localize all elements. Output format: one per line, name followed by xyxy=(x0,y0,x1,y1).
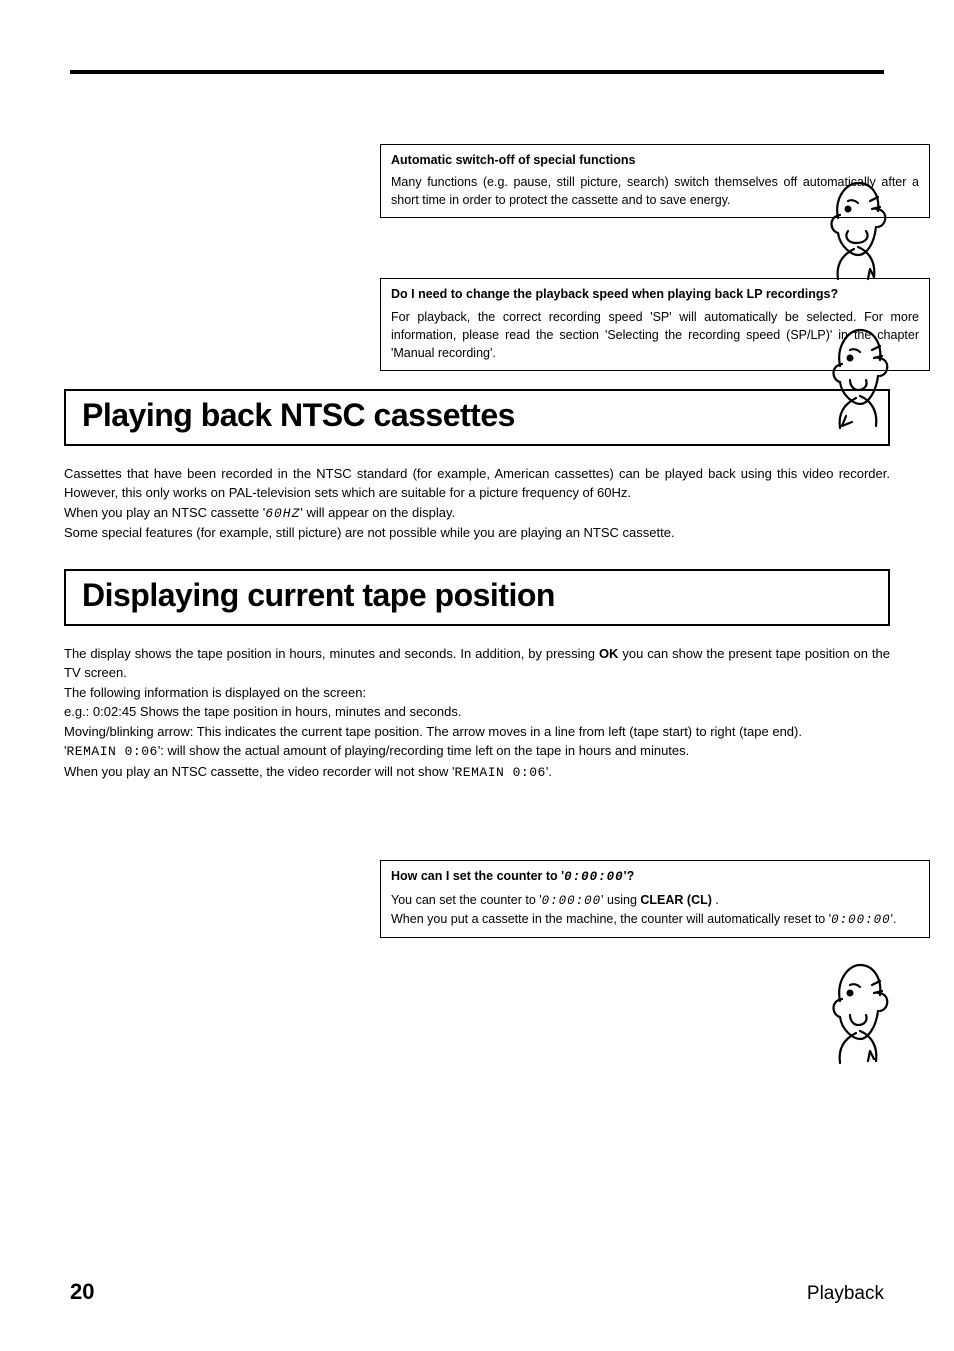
section-2-text: The display shows the tape position in h… xyxy=(64,644,890,683)
s2-lc: e.g.: 0:02:45 Shows the tape position in… xyxy=(64,702,890,722)
qa2-line2: When you put a cassette in the machine, … xyxy=(391,910,919,929)
qa-box-2: How can I set the counter to '0:00:00'? … xyxy=(380,860,930,937)
s1-pb-pre: When you play an NTSC cassette ' xyxy=(64,505,265,520)
section-2-body: The display shows the tape position in h… xyxy=(64,644,890,783)
s2-lf: When you play an NTSC cassette, the vide… xyxy=(64,762,890,783)
qa2-figure-icon xyxy=(818,955,894,1065)
s1-pb-seg: 60HZ xyxy=(265,506,300,521)
chapter-name: Playback xyxy=(807,1283,884,1305)
s2-le: 'REMAIN 0:06': will show the actual amou… xyxy=(64,741,890,762)
tip-figure-icon xyxy=(818,173,894,283)
qa-figure-icon xyxy=(818,320,894,430)
section-2-header: Displaying current tape position xyxy=(64,569,890,626)
page-footer: 20 Playback xyxy=(70,1279,884,1305)
s1-pc: Some special features (for example, stil… xyxy=(64,525,675,540)
s2-pa-pre: The display shows the tape position in h… xyxy=(64,646,599,661)
qa1-title: Do I need to change the playback speed w… xyxy=(391,285,919,303)
page-number: 20 xyxy=(70,1279,94,1305)
section-2-title: Displaying current tape position xyxy=(82,577,872,614)
s1-pb-post: ' will appear on the display. xyxy=(300,505,455,520)
header-rule xyxy=(70,70,884,74)
s1-pa: Cassettes that have been recorded in the… xyxy=(64,466,890,501)
qa2-line1: You can set the counter to '0:00:00' usi… xyxy=(391,891,919,910)
s2-ld: Moving/blinking arrow: This indicates th… xyxy=(64,722,890,742)
section-1-text: Cassettes that have been recorded in the… xyxy=(64,464,890,543)
section-1-header: Playing back NTSC cassettes xyxy=(64,389,890,446)
s2-lb: The following information is displayed o… xyxy=(64,683,890,703)
page-root: Automatic switch-off of special function… xyxy=(0,0,954,1351)
s2-pa-key: OK xyxy=(599,646,619,661)
qa2-title: How can I set the counter to '0:00:00'? xyxy=(391,867,919,886)
tip1-title: Automatic switch-off of special function… xyxy=(391,151,919,169)
section-1-body: Cassettes that have been recorded in the… xyxy=(64,464,890,543)
section-1-title: Playing back NTSC cassettes xyxy=(82,397,872,434)
